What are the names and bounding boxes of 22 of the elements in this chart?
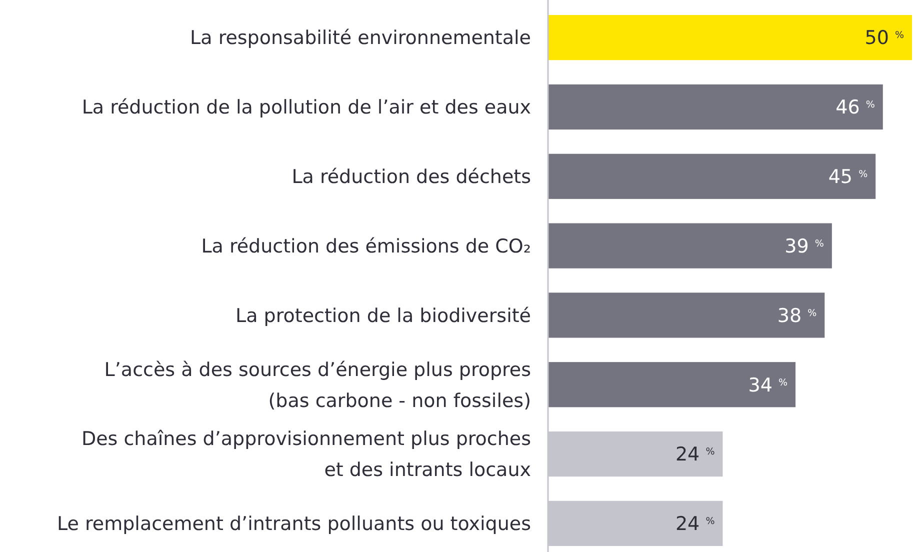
data-label: 50 $^{%}$: [864, 27, 904, 50]
bar: [548, 223, 832, 268]
y-tick-label: La responsabilité environnementale: [190, 27, 531, 50]
data-label: 34 $^{%}$: [748, 374, 788, 396]
y-tick-label: La protection de la biodiversité: [236, 304, 531, 327]
y-tick-label: La réduction des déchets: [292, 166, 531, 188]
y-tick-label: La réduction de la pollution de l’air et des eaux: [82, 96, 531, 119]
y-tick-label: L’accès à des sources d’énergie plus propres (bas carbone - non fossiles): [104, 358, 531, 412]
data-label: 24 $^{%}$: [675, 513, 715, 536]
data-label: 24 $^{%}$: [675, 444, 715, 466]
y-tick-label: Le remplacement d’intrants polluants ou toxiques: [57, 513, 531, 536]
bar: [548, 362, 796, 408]
data-label: 38 $^{%}$: [777, 304, 817, 327]
data-label: 39 $^{%}$: [784, 235, 824, 258]
bar: [548, 154, 876, 199]
data-label: 45 $^{%}$: [828, 166, 868, 188]
data-label: 46 $^{%}$: [836, 96, 875, 119]
y-tick-label: La réduction des émissions de CO₂: [201, 235, 531, 258]
bar: [548, 84, 883, 130]
y-tick-label: Des chaînes d’approvisionnement plus proches et des intrants locaux: [81, 428, 531, 482]
bar: [548, 15, 912, 60]
bar: [548, 292, 825, 338]
